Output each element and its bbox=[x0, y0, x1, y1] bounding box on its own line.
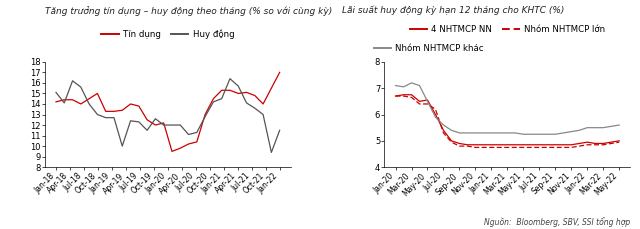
Legend: Tín dụng, Huy động: Tín dụng, Huy động bbox=[98, 26, 237, 43]
Legend: Nhóm NHTMCP khác: Nhóm NHTMCP khác bbox=[370, 41, 487, 57]
Text: Lãi suất huy động kỳ hạn 12 tháng cho KHTC (%): Lãi suất huy động kỳ hạn 12 tháng cho KH… bbox=[342, 6, 564, 15]
Text: Tăng trưởng tín dụng – huy động theo tháng (% so với cùng kỳ): Tăng trưởng tín dụng – huy động theo thá… bbox=[45, 6, 332, 16]
Text: Nguồn:  Bloomberg, SBV, SSI tổng hợp: Nguồn: Bloomberg, SBV, SSI tổng hợp bbox=[484, 217, 630, 227]
